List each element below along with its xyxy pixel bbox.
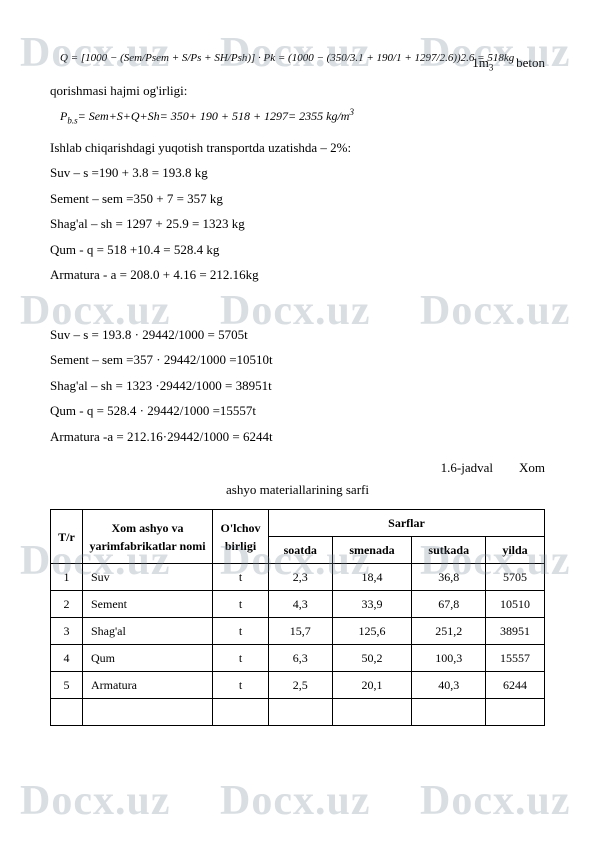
cell: 67,8 [412, 591, 486, 618]
cell: 6244 [486, 672, 545, 699]
cell: 4,3 [269, 591, 333, 618]
formula-rest: = Sem+S+Q+Sh= 350+ 190 + 518 + 1297= 235… [78, 109, 350, 123]
watermark: Docx.uz [20, 770, 170, 833]
watermark: Docx.uz [220, 770, 370, 833]
cell: t [213, 672, 269, 699]
subheader: yilda [486, 537, 545, 564]
formula-pbs: Pb.s= Sem+S+Q+Sh= 350+ 190 + 518 + 1297=… [60, 106, 545, 128]
cell: 6,3 [269, 645, 333, 672]
formula-sup: 3 [349, 107, 354, 117]
cell [51, 699, 83, 726]
calc-line: Sement – sem =350 + 7 = 357 kg [50, 189, 545, 209]
subheader: sutkada [412, 537, 486, 564]
cell: 251,2 [412, 618, 486, 645]
table-caption-line2: ashyo materiallarining sarfi [50, 480, 545, 500]
cell: 18,4 [332, 564, 412, 591]
cell: 38951 [486, 618, 545, 645]
subheader: soatda [269, 537, 333, 564]
line-ishlab: Ishlab chiqarishdagi yuqotish transportd… [50, 138, 545, 158]
table-row: 2 Sement t 4,3 33,9 67,8 10510 [51, 591, 545, 618]
table-row: 3 Shag'al t 15,7 125,6 251,2 38951 [51, 618, 545, 645]
calc-line: Shag'al – sh = 1297 + 25.9 = 1323 kg [50, 214, 545, 234]
cell: Suv [83, 564, 213, 591]
calc-line2: Shag'al – sh = 1323 ·29442/1000 = 38951t [50, 376, 545, 396]
header-name: Xom ashyo va yarimfabrikatlar nomi [83, 510, 213, 564]
calc-line2: Sement – sem =357 · 29442/1000 =10510t [50, 350, 545, 370]
cell: 10510 [486, 591, 545, 618]
cell: 100,3 [412, 645, 486, 672]
table-caption-line1: 1.6-jadval Xom [50, 458, 545, 478]
cell: 3 [51, 618, 83, 645]
watermark: Docx.uz [420, 770, 570, 833]
unit-1m: 1m3 beton [472, 55, 545, 70]
header-tr: T/r [51, 510, 83, 564]
cell: 1 [51, 564, 83, 591]
caption-suffix: Xom [519, 460, 545, 475]
cell [213, 699, 269, 726]
cell [486, 699, 545, 726]
cell: Sement [83, 591, 213, 618]
cell [83, 699, 213, 726]
cell: 2,5 [269, 672, 333, 699]
formula-q: Q = [1000 − (Sem/Psem + S/Ps + SH/Psh)] … [60, 50, 514, 67]
header-unit: O'lchov birligi [213, 510, 269, 564]
cell: 4 [51, 645, 83, 672]
cell: 15,7 [269, 618, 333, 645]
formula-sub: b.s [67, 115, 77, 125]
line-qorishmasi: qorishmasi hajmi og'irligi: [50, 81, 545, 101]
cell: t [213, 645, 269, 672]
cell [412, 699, 486, 726]
calc-line: Qum - q = 518 +10.4 = 528.4 kg [50, 240, 545, 260]
caption-num: 1.6-jadval [441, 460, 493, 475]
table-row [51, 699, 545, 726]
header-sarflar: Sarflar [269, 510, 545, 537]
calc-line: Suv – s =190 + 3.8 = 193.8 kg [50, 163, 545, 183]
materials-table: T/r Xom ashyo va yarimfabrikatlar nomi O… [50, 509, 545, 726]
cell: 33,9 [332, 591, 412, 618]
subheader: smenada [332, 537, 412, 564]
beton-text: beton [516, 55, 545, 70]
cell [269, 699, 333, 726]
table-row: 5 Armatura t 2,5 20,1 40,3 6244 [51, 672, 545, 699]
cell: 40,3 [412, 672, 486, 699]
cell: 2,3 [269, 564, 333, 591]
calc-line2: Qum - q = 528.4 · 29442/1000 =15557t [50, 401, 545, 421]
cell: 5705 [486, 564, 545, 591]
cell: Armatura [83, 672, 213, 699]
unit-text: 1m [472, 55, 489, 70]
cell: t [213, 591, 269, 618]
cell: 20,1 [332, 672, 412, 699]
calc-line2: Suv – s = 193.8 · 29442/1000 = 5705t [50, 325, 545, 345]
cell: 15557 [486, 645, 545, 672]
cell: t [213, 618, 269, 645]
calc-line2: Armatura -a = 212.16·29442/1000 = 6244t [50, 427, 545, 447]
cell: 5 [51, 672, 83, 699]
table-header-row: T/r Xom ashyo va yarimfabrikatlar nomi O… [51, 510, 545, 537]
table-row: 4 Qum t 6,3 50,2 100,3 15557 [51, 645, 545, 672]
cell: 2 [51, 591, 83, 618]
cell: t [213, 564, 269, 591]
cell [332, 699, 412, 726]
table-row: 1 Suv t 2,3 18,4 36,8 5705 [51, 564, 545, 591]
cell: 36,8 [412, 564, 486, 591]
cell: 50,2 [332, 645, 412, 672]
cell: Shag'al [83, 618, 213, 645]
cell: 125,6 [332, 618, 412, 645]
calc-line: Armatura - a = 208.0 + 4.16 = 212.16kg [50, 265, 545, 285]
unit-sub: 3 [489, 62, 494, 72]
cell: Qum [83, 645, 213, 672]
